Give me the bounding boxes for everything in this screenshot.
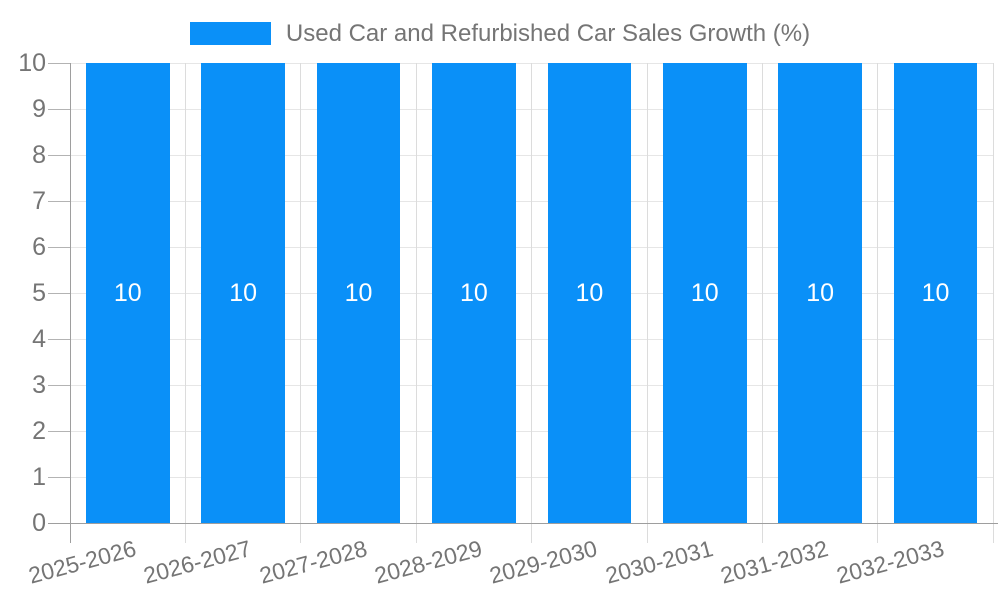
x-gridline bbox=[877, 63, 879, 543]
bar-2027-2028[interactable] bbox=[316, 63, 401, 523]
y-axis-label: 7 bbox=[32, 187, 46, 215]
x-axis-label: 2032-2033 bbox=[833, 535, 947, 589]
y-axis-tick bbox=[48, 292, 70, 294]
x-gridline bbox=[184, 63, 186, 543]
x-axis-label: 2029-2030 bbox=[487, 535, 601, 589]
bar-value-label: 10 bbox=[575, 279, 604, 307]
y-axis-label: 9 bbox=[32, 95, 46, 123]
legend-label: Used Car and Refurbished Car Sales Growt… bbox=[285, 19, 811, 47]
bar-2025-2026[interactable] bbox=[86, 63, 170, 523]
x-axis-label: 2027-2028 bbox=[256, 535, 370, 589]
x-gridline bbox=[646, 63, 648, 543]
y-axis-line bbox=[69, 63, 71, 543]
bar-value-label: 10 bbox=[460, 279, 488, 307]
x-axis-label: 2030-2031 bbox=[602, 535, 716, 589]
y-axis-tick bbox=[48, 108, 70, 110]
x-gridline bbox=[300, 63, 302, 543]
x-gridline bbox=[415, 63, 417, 543]
y-axis-tick bbox=[48, 384, 70, 386]
bar-2026-2027[interactable] bbox=[201, 63, 285, 523]
y-axis-tick bbox=[48, 338, 70, 340]
y-axis-label: 10 bbox=[18, 49, 46, 77]
bar-2031-2032[interactable] bbox=[778, 63, 862, 523]
bar-2032-2033[interactable] bbox=[893, 63, 978, 523]
y-axis-label: 2 bbox=[32, 417, 46, 445]
legend[interactable]: Used Car and Refurbished Car Sales Growt… bbox=[0, 20, 1000, 47]
x-axis-label: 2025-2026 bbox=[25, 535, 139, 589]
x-gridline bbox=[531, 63, 533, 543]
y-axis-tick bbox=[48, 476, 70, 478]
y-axis-tick bbox=[48, 200, 70, 202]
y-axis-tick bbox=[48, 154, 70, 156]
bar-value-label: 10 bbox=[344, 279, 373, 307]
bar-2030-2031[interactable] bbox=[663, 63, 747, 523]
y-axis-label: 6 bbox=[32, 233, 46, 261]
bar-value-label: 10 bbox=[921, 279, 950, 307]
x-axis-label: 2026-2027 bbox=[140, 535, 254, 589]
bar-value-label: 10 bbox=[690, 279, 719, 307]
y-axis-label: 0 bbox=[32, 509, 46, 537]
x-gridline bbox=[992, 63, 994, 543]
bar-2029-2030[interactable] bbox=[547, 63, 632, 523]
bar-value-label: 10 bbox=[113, 279, 142, 307]
bar-value-label: 10 bbox=[806, 279, 835, 307]
legend-swatch-icon bbox=[189, 22, 271, 45]
y-axis-label: 8 bbox=[32, 141, 46, 169]
bar-value-label: 10 bbox=[229, 279, 258, 307]
x-axis-label: 2031-2032 bbox=[717, 535, 831, 589]
x-axis-label: 2028-2029 bbox=[371, 535, 485, 589]
y-axis-label: 1 bbox=[32, 463, 46, 491]
y-axis-tick bbox=[48, 246, 70, 248]
x-axis-line bbox=[48, 522, 998, 524]
x-gridline bbox=[761, 63, 763, 543]
y-axis-tick bbox=[48, 430, 70, 432]
y-axis-label: 3 bbox=[32, 371, 46, 399]
y-axis-tick bbox=[48, 62, 70, 64]
y-axis-label: 4 bbox=[32, 325, 46, 353]
bar-2028-2029[interactable] bbox=[432, 63, 516, 523]
y-axis-label: 5 bbox=[32, 279, 46, 307]
